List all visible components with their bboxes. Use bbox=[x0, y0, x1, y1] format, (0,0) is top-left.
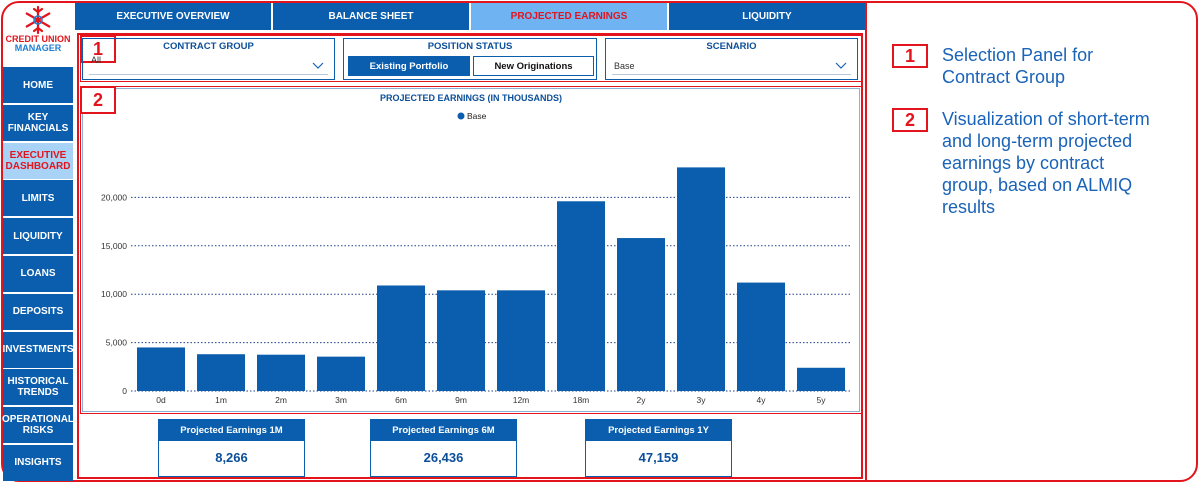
contract-group-title: CONTRACT GROUP bbox=[163, 41, 254, 52]
bar-2y bbox=[617, 238, 665, 391]
bar-5y bbox=[797, 367, 845, 391]
x-tick-label: 4y bbox=[757, 395, 767, 405]
bar-4y bbox=[737, 282, 785, 391]
sidebar-item-operational-risks[interactable]: OPERATIONAL RISKS bbox=[2, 407, 74, 444]
sidebar-item-deposits[interactable]: DEPOSITS bbox=[3, 293, 73, 330]
x-tick-label: 1m bbox=[215, 395, 227, 405]
chart-highlight bbox=[80, 86, 862, 414]
y-tick-label: 5,000 bbox=[106, 338, 128, 348]
bar-12m bbox=[497, 290, 545, 391]
bar-0d bbox=[137, 347, 185, 391]
callout-marker-2: 2 bbox=[80, 86, 116, 114]
bar-3m bbox=[317, 356, 365, 391]
x-tick-label: 3y bbox=[697, 395, 707, 405]
bar-2m bbox=[257, 354, 305, 391]
x-tick-label: 6m bbox=[395, 395, 407, 405]
sidebar-item-historical-trends[interactable]: HISTORICAL TRENDS bbox=[3, 369, 73, 406]
scenario-dropdown[interactable]: Base bbox=[612, 57, 851, 75]
x-tick-label: 0d bbox=[156, 395, 166, 405]
chart-title: PROJECTED EARNINGS (IN THOUSANDS) bbox=[380, 93, 562, 103]
x-tick-label: 9m bbox=[455, 395, 467, 405]
chart-panel bbox=[82, 88, 860, 412]
y-tick-label: 0 bbox=[122, 386, 127, 396]
x-tick-label: 3m bbox=[335, 395, 347, 405]
sidebar-item-key-financials[interactable]: KEY FINANCIALS bbox=[3, 104, 73, 141]
new-originations-button[interactable]: New Originations bbox=[473, 56, 594, 76]
dashboard-content bbox=[77, 33, 863, 479]
kpi-card-1y: Projected Earnings 1Y 47,159 bbox=[585, 419, 732, 477]
app-logo[interactable]: CREDIT UNION MANAGER bbox=[3, 3, 73, 65]
sidebar-item-liquidity[interactable]: LIQUIDITY bbox=[3, 218, 73, 255]
sidebar-item-investments[interactable]: INVESTMENTS bbox=[2, 331, 74, 368]
x-tick-label: 12m bbox=[513, 395, 530, 405]
x-tick-label: 5y bbox=[817, 395, 827, 405]
x-tick-label: 18m bbox=[573, 395, 590, 405]
existing-portfolio-button[interactable]: Existing Portfolio bbox=[348, 56, 470, 76]
bar-18m bbox=[557, 201, 605, 391]
kpi-title: Projected Earnings 6M bbox=[371, 420, 516, 441]
kpi-card-6m: Projected Earnings 6M 26,436 bbox=[370, 419, 517, 477]
contract-group-filter: CONTRACT GROUP All bbox=[82, 38, 335, 80]
tab-balance-sheet[interactable]: BALANCE SHEET bbox=[273, 3, 469, 30]
chevron-down-icon bbox=[835, 62, 847, 69]
sidebar-item-limits[interactable]: LIMITS bbox=[3, 180, 73, 217]
sidebar-item-insights[interactable]: INSIGHTS bbox=[3, 444, 73, 481]
scenario-value: Base bbox=[614, 61, 635, 71]
x-tick-label: 2y bbox=[637, 395, 647, 405]
y-tick-label: 20,000 bbox=[101, 192, 127, 202]
legend-text-2: Visualization of short-term and long-ter… bbox=[942, 109, 1150, 217]
kpi-title: Projected Earnings 1M bbox=[159, 420, 304, 441]
legend-number-1: 1 bbox=[892, 44, 928, 68]
sidebar-item-executive-dashboard[interactable]: EXECUTIVE DASHBOARD bbox=[3, 142, 73, 179]
kpi-value: 26,436 bbox=[423, 450, 464, 465]
snowflake-logo-icon bbox=[25, 5, 51, 35]
chevron-down-icon bbox=[312, 62, 324, 69]
sidebar-item-home[interactable]: HOME bbox=[3, 67, 73, 103]
logo-text-line1: CREDIT UNION bbox=[5, 34, 71, 44]
y-tick-label: 10,000 bbox=[101, 289, 127, 299]
top-tabs: EXECUTIVE OVERVIEW BALANCE SHEET PROJECTED… bbox=[75, 3, 865, 30]
kpi-value: 47,159 bbox=[638, 450, 679, 465]
projected-earnings-chart: PROJECTED EARNINGS (IN THOUSANDS) Base 0 5,… bbox=[101, 93, 851, 405]
legend-number-2: 2 bbox=[892, 108, 928, 132]
legend-text-1: Selection Panel for Contract Group bbox=[942, 45, 1094, 87]
x-tick-label: 2m bbox=[275, 395, 287, 405]
kpi-card-1m: Projected Earnings 1M 8,266 bbox=[158, 419, 305, 477]
logo-text-line2: MANAGER bbox=[14, 43, 62, 53]
sidebar-item-loans[interactable]: LOANS bbox=[3, 255, 73, 292]
kpi-title: Projected Earnings 1Y bbox=[586, 420, 731, 441]
scenario-filter: SCENARIO Base bbox=[605, 38, 858, 80]
tab-projected-earnings[interactable]: PROJECTED EARNINGS bbox=[471, 3, 667, 30]
bar-3y bbox=[677, 167, 725, 391]
position-status-title: POSITION STATUS bbox=[427, 41, 513, 52]
legend-label: Base bbox=[467, 111, 487, 121]
tab-liquidity[interactable]: LIQUIDITY bbox=[669, 3, 865, 30]
tab-executive-overview[interactable]: EXECUTIVE OVERVIEW bbox=[75, 3, 271, 30]
bar-6m bbox=[377, 285, 425, 391]
bar-1m bbox=[197, 354, 245, 391]
scenario-title: SCENARIO bbox=[706, 41, 757, 52]
sidebar-nav: HOME KEY FINANCIALS EXECUTIVE DASHBOARD LIM… bbox=[2, 67, 74, 483]
legend-swatch bbox=[457, 112, 465, 120]
panel-divider bbox=[865, 3, 867, 481]
position-status-filter: POSITION STATUS Existing Portfolio New O… bbox=[343, 38, 597, 80]
contract-group-value: All bbox=[91, 55, 102, 65]
contract-group-dropdown[interactable]: All bbox=[89, 55, 328, 75]
bar-9m bbox=[437, 290, 485, 391]
y-tick-label: 15,000 bbox=[101, 241, 127, 251]
callout-marker-1: 1 bbox=[80, 35, 116, 63]
kpi-value: 8,266 bbox=[215, 450, 248, 465]
